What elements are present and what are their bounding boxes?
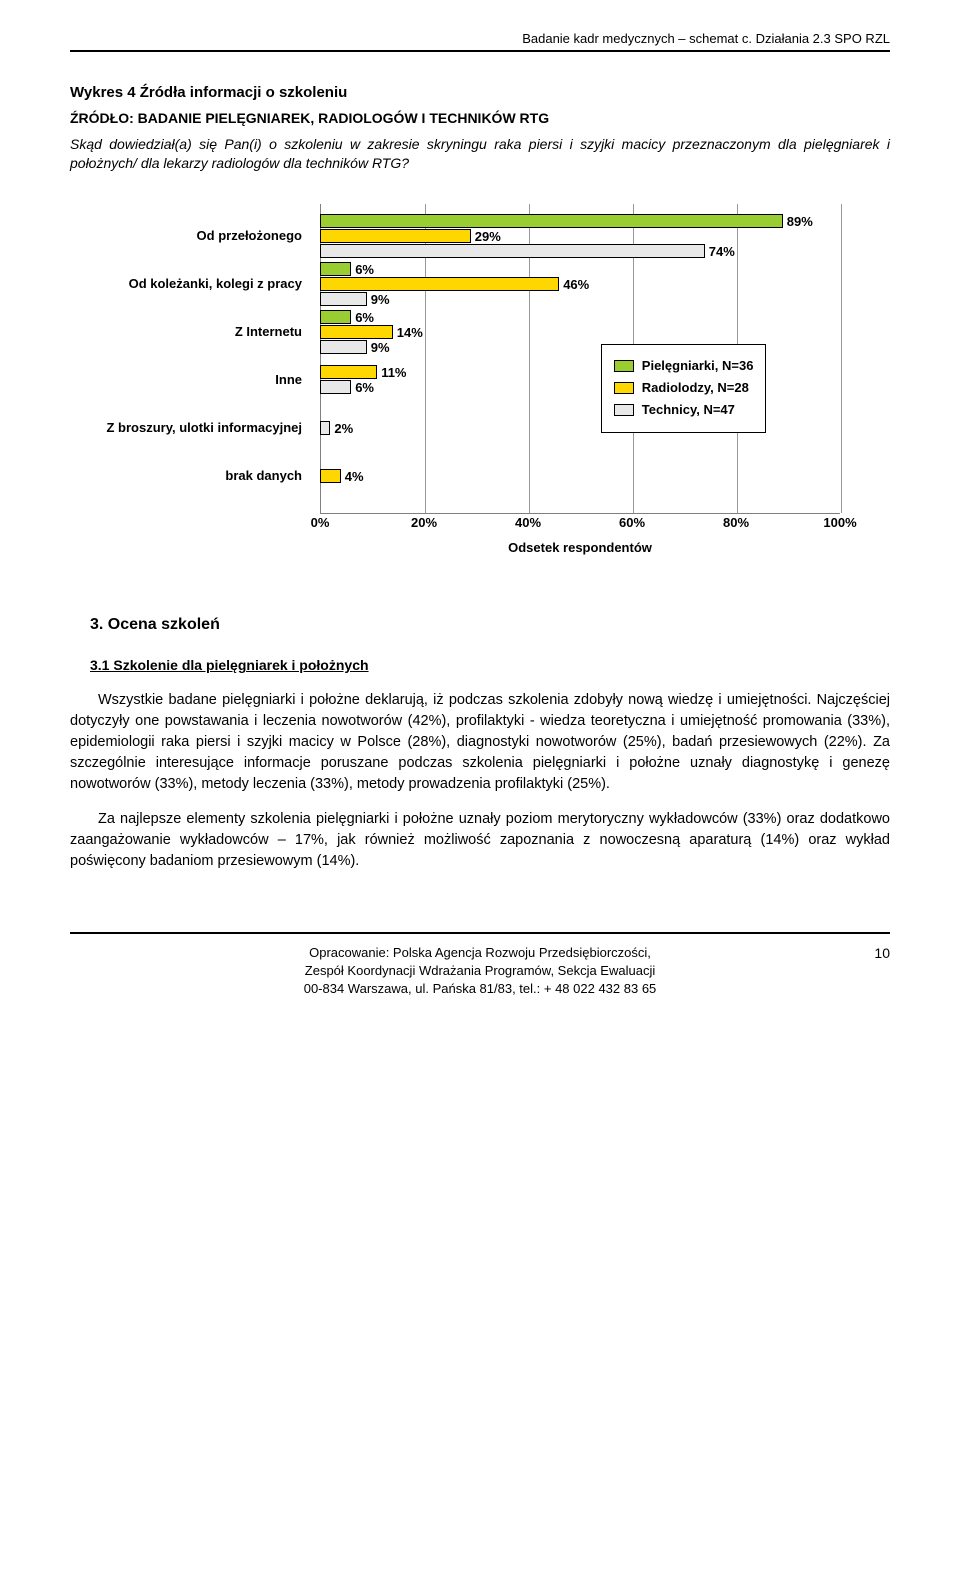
bar: [320, 380, 351, 394]
bar-value-label: 4%: [345, 468, 364, 486]
footer-line: Opracowanie: Polska Agencja Rozwoju Prze…: [70, 944, 890, 962]
category-label: brak danych: [100, 467, 310, 485]
category-label: Od koleżanki, kolegi z pracy: [100, 275, 310, 293]
gridline: [841, 204, 842, 513]
legend-label: Radiolodzy, N=28: [642, 379, 749, 397]
x-tick-label: 0%: [311, 514, 330, 532]
bar: [320, 325, 393, 339]
section-3-1-title: 3.1 Szkolenie dla pielęgniarek i położny…: [90, 656, 890, 676]
bar: [320, 292, 367, 306]
bar-value-label: 74%: [709, 243, 735, 261]
bar: [320, 310, 351, 324]
bar-value-label: 46%: [563, 276, 589, 294]
body-paragraph: Wszystkie badane pielęgniarki i położne …: [70, 690, 890, 795]
legend-item: Radiolodzy, N=28: [614, 379, 754, 397]
bar: [320, 214, 783, 228]
footer-line: Zespół Koordynacji Wdrażania Programów, …: [70, 962, 890, 980]
bar-value-label: 14%: [397, 324, 423, 342]
bar-value-label: 89%: [787, 213, 813, 231]
x-tick-label: 60%: [619, 514, 645, 532]
body-paragraph: Za najlepsze elementy szkolenia pielęgni…: [70, 809, 890, 872]
section-3-heading: 3. Ocena szkoleń: [90, 614, 890, 636]
legend-swatch: [614, 404, 634, 416]
x-tick-label: 40%: [515, 514, 541, 532]
bar-value-label: 9%: [371, 339, 390, 357]
bar: [320, 365, 377, 379]
page-number: 10: [874, 944, 890, 964]
category-label: Od przełożonego: [100, 227, 310, 245]
category-label: Inne: [100, 371, 310, 389]
bar: [320, 244, 705, 258]
chart-subtitle: ŹRÓDŁO: BADANIE PIELĘGNIAREK, RADIOLOGÓW…: [70, 109, 890, 129]
bar: [320, 229, 471, 243]
page-header: Badanie kadr medycznych – schemat c. Dzi…: [70, 30, 890, 52]
legend-label: Technicy, N=47: [642, 401, 735, 419]
bar-value-label: 11%: [381, 364, 406, 382]
x-tick-label: 80%: [723, 514, 749, 532]
legend-swatch: [614, 382, 634, 394]
bar-chart: Odsetek respondentów 0% 20% 40% 60% 80% 100% O…: [100, 194, 860, 574]
legend-item: Pielęgniarki, N=36: [614, 357, 754, 375]
page-footer: Opracowanie: Polska Agencja Rozwoju Prze…: [70, 932, 890, 999]
bar: [320, 469, 341, 483]
legend-label: Pielęgniarki, N=36: [642, 357, 754, 375]
bar: [320, 421, 330, 435]
bar: [320, 262, 351, 276]
chart-question: Skąd dowiedział(a) się Pan(i) o szkoleni…: [70, 135, 890, 174]
category-label: Z Internetu: [100, 323, 310, 341]
bar-value-label: 6%: [355, 379, 374, 397]
bar-value-label: 9%: [371, 291, 390, 309]
chart-legend: Pielęgniarki, N=36 Radiolodzy, N=28 Techni…: [601, 344, 767, 433]
legend-swatch: [614, 360, 634, 372]
legend-item: Technicy, N=47: [614, 401, 754, 419]
bar-value-label: 2%: [334, 420, 353, 438]
bar: [320, 340, 367, 354]
x-axis-title: Odsetek respondentów: [320, 539, 840, 557]
chart-title: Wykres 4 Źródła informacji o szkoleniu: [70, 82, 890, 103]
category-label: Z broszury, ulotki informacyjnej: [100, 419, 310, 437]
bar: [320, 277, 559, 291]
footer-line: 00-834 Warszawa, ul. Pańska 81/83, tel.:…: [70, 980, 890, 998]
x-tick-label: 20%: [411, 514, 437, 532]
x-tick-label: 100%: [823, 514, 856, 532]
